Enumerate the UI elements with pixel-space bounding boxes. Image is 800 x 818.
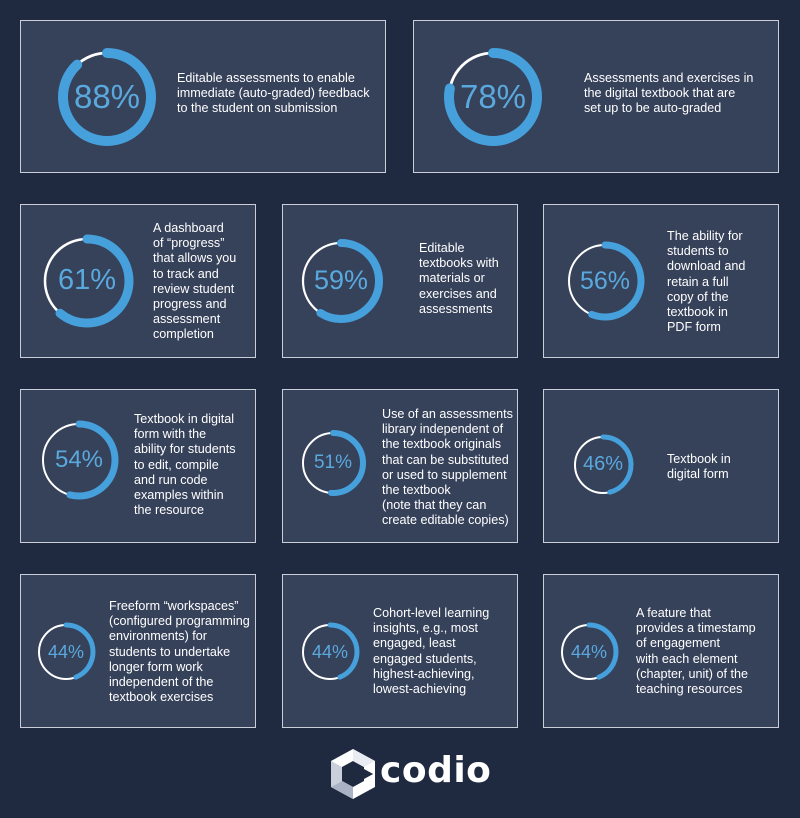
percent-label: 54% <box>54 446 104 474</box>
percent-label: 78% <box>459 77 527 115</box>
donut-value-arc <box>40 234 134 328</box>
donut-value-arc <box>444 48 542 146</box>
stat-card: 88% Editable assessments to enable immedi… <box>20 20 386 173</box>
percent-label: 51% <box>313 451 353 473</box>
codio-logo-icon <box>331 749 375 799</box>
donut-ring <box>40 234 134 328</box>
donut-value-arc <box>300 430 366 496</box>
stat-description: The ability for students to download and… <box>667 229 746 335</box>
percent-label: 59% <box>313 265 369 296</box>
stat-card: 46% Textbook in digital form <box>543 389 779 543</box>
donut-ring <box>559 622 619 682</box>
stat-card: 61% A dashboard of “progress” that allows… <box>20 204 256 358</box>
stat-description: Cohort-level learning insights, e.g., mo… <box>373 606 490 697</box>
stat-card: 44% Cohort-level learning insights, e.g.,… <box>282 574 518 728</box>
donut-ring <box>300 622 360 682</box>
stat-description: Assessments and exercises in the digital… <box>584 71 754 116</box>
donut-value-arc <box>572 434 634 496</box>
donut-value-arc <box>39 420 119 500</box>
stat-description: Textbook in digital form <box>667 452 731 482</box>
percent-label: 88% <box>73 77 141 115</box>
codio-logo: codio <box>330 748 491 800</box>
donut-ring <box>572 434 634 496</box>
donut-value-arc <box>36 622 96 682</box>
logo-text: codio <box>380 750 492 791</box>
stat-description: Editable assessments to enable immediate… <box>177 71 370 116</box>
donut-value-arc <box>559 622 619 682</box>
donut-value-arc <box>565 241 645 321</box>
percent-label: 44% <box>570 641 608 662</box>
donut-ring <box>36 622 96 682</box>
percent-label: 46% <box>582 453 624 476</box>
donut-ring <box>444 48 542 146</box>
donut-value-arc <box>300 622 360 682</box>
stat-card: 44% A feature that provides a timestamp o… <box>543 574 779 728</box>
stat-description: A feature that provides a timestamp of e… <box>636 606 756 697</box>
percent-label: 56% <box>579 266 631 295</box>
stat-card: 54% Textbook in digital form with the abi… <box>20 389 256 543</box>
donut-value-arc <box>58 48 156 146</box>
stat-card: 78% Assessments and exercises in the digi… <box>413 20 779 173</box>
donut-ring <box>300 430 366 496</box>
stat-card: 59% Editable textbooks with materials or … <box>282 204 518 358</box>
donut-value-arc <box>299 239 383 323</box>
donut-ring <box>299 239 383 323</box>
stat-card: 44% Freeform “workspaces” (configured pro… <box>20 574 256 728</box>
stat-description: Editable textbooks with materials or exe… <box>419 241 499 316</box>
stat-card: 51% Use of an assessments library indepen… <box>282 389 518 543</box>
stat-card: 56% The ability for students to download … <box>543 204 779 358</box>
stat-description: A dashboard of “progress” that allows yo… <box>153 221 237 342</box>
donut-ring <box>565 241 645 321</box>
percent-label: 61% <box>57 264 117 297</box>
percent-label: 44% <box>47 641 85 662</box>
stat-description: Textbook in digital form with the abilit… <box>134 412 236 518</box>
donut-ring <box>58 48 156 146</box>
percent-label: 44% <box>311 641 349 662</box>
stat-description: Freeform “workspaces” (configured progra… <box>109 599 250 705</box>
stat-description: Use of an assessments library independen… <box>382 407 513 528</box>
donut-ring <box>39 420 119 500</box>
